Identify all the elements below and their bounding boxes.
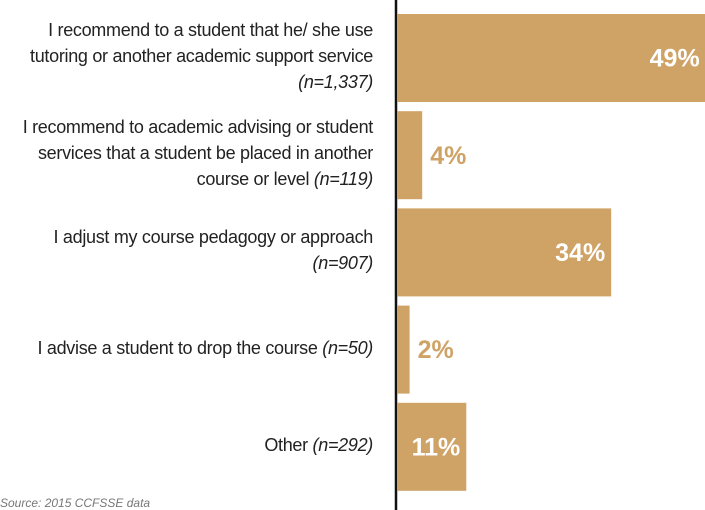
n-label: (n=292) — [312, 434, 374, 455]
bar — [397, 305, 410, 394]
value-label: 34% — [555, 239, 605, 267]
category-text: Other — [264, 434, 308, 455]
n-label: (n=907) — [312, 253, 374, 274]
value-label: 4% — [430, 142, 466, 170]
bar — [397, 402, 467, 491]
n-label: (n=119) — [313, 169, 373, 190]
category-label: I recommend to a student that he/ she us… — [1, 17, 373, 95]
category-label: I advise a student to drop the course (n… — [1, 335, 373, 361]
category-label: Other (n=292) — [1, 432, 373, 458]
bar — [397, 14, 705, 102]
category-label: I adjust my course pedagogy or approach … — [1, 224, 374, 276]
value-label: 11% — [412, 433, 461, 461]
bar — [397, 208, 612, 297]
value-label: 2% — [418, 336, 454, 364]
n-label: (n=1,337) — [298, 72, 373, 92]
value-label: 49% — [650, 45, 700, 73]
category-text: I adjust my course pedagogy or approach — [53, 227, 374, 248]
category-text: I advise a student to drop the course — [37, 337, 318, 358]
source: Source: 2015 CCFSSE data — [0, 496, 151, 510]
n-label: (n=50) — [322, 337, 373, 358]
category-text: I recommend to a student that he/ she us… — [30, 20, 373, 66]
category-text: I recommend to academic advising or stud… — [22, 117, 374, 190]
category-label: I recommend to academic advising or stud… — [1, 114, 374, 192]
bar — [397, 111, 423, 200]
